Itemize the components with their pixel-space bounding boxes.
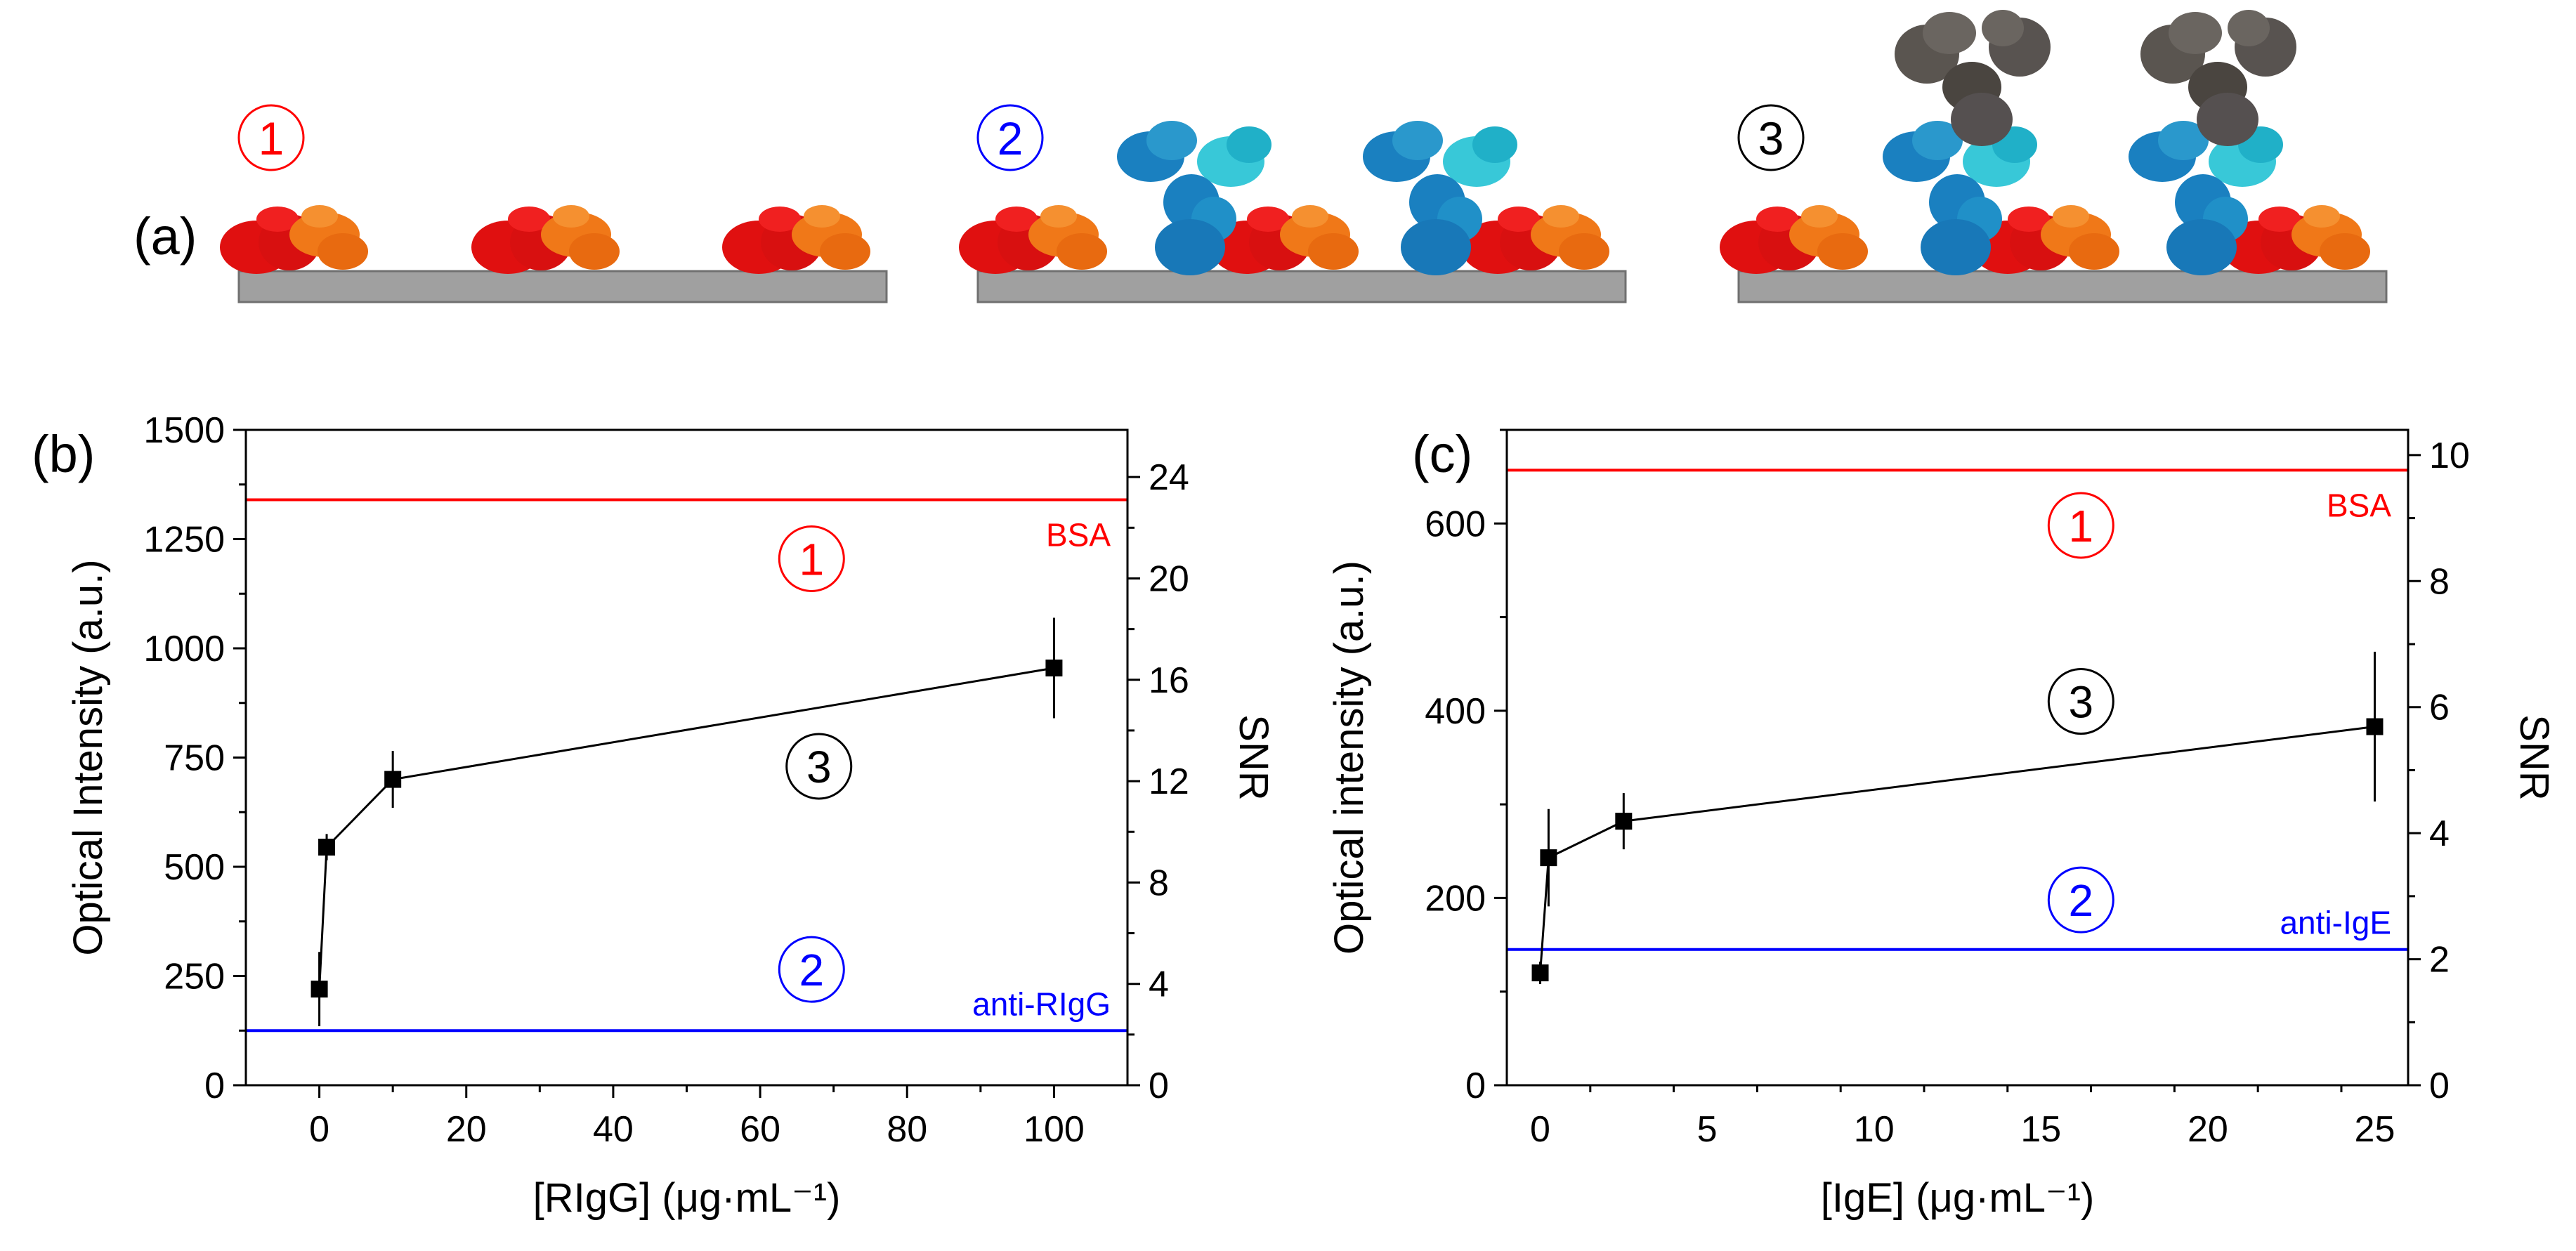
series-line [318,667,1054,990]
step-annotation-number: 1 [2069,501,2094,551]
bsa-protein [1461,205,1609,274]
step-3-circle [1737,104,1805,171]
step-1-number: 1 [259,112,285,164]
bsa-protein [959,205,1107,274]
data-point [2366,718,2384,735]
step-annotation-circle [778,936,845,1003]
y2-tick-label: 8 [1149,863,1169,903]
step-annotation-number: 1 [799,534,824,584]
y2-axis-title: SNR [2511,714,2557,800]
panel-label: (b) [32,425,95,483]
panel-label: (c) [1412,425,1472,483]
series-line [1539,726,2375,974]
reference-line-label: BSA [1046,517,1111,554]
x-tick-label: 25 [2355,1109,2395,1150]
step-annotation-number: 3 [2069,677,2094,728]
data-point [1615,813,1633,830]
x-tick-label: 80 [887,1109,927,1150]
reference-line-label: anti-RIgG [972,985,1111,1022]
substrate-1 [237,270,888,303]
y2-tick-label: 0 [2429,1066,2450,1106]
schematic-step-2: 2 [959,104,1627,303]
target-antibody [2140,10,2296,146]
y-tick-label: 200 [1425,878,1486,919]
x-tick-label: 20 [446,1109,487,1150]
step-annotation-circle [2047,668,2114,735]
step-annotation-circle [2047,492,2114,559]
schematic-step-3: 3 [1720,10,2388,303]
y-tick-label: 0 [204,1066,225,1106]
bsa-protein [220,205,368,274]
y2-tick-label: 8 [2429,561,2450,602]
x-tick-label: 100 [1024,1109,1085,1150]
step-annotation-circle [778,525,845,592]
bsa-protein [1720,205,1868,274]
x-tick-label: 0 [1530,1109,1550,1150]
step-annotation-number: 2 [799,945,824,995]
panel-a-label: (a) [133,207,197,266]
y-tick-label: 1250 [143,520,225,561]
data-point [1531,964,1549,982]
step-2-number: 2 [998,112,1024,164]
y-tick-label: 1500 [143,410,225,451]
substrate-2 [976,270,1627,303]
x-axis-title: [IgE] (μg·mL⁻¹) [1821,1175,2095,1221]
y-axis-title: Optical Intensity (a.u.) [65,559,111,955]
step-annotation-number: 2 [2069,875,2094,926]
data-point [384,771,402,788]
y2-axis-title: SNR [1231,714,1276,800]
y-tick-label: 600 [1425,504,1486,544]
panel-a-schematic: (a) 1 2 [133,10,2388,303]
y2-tick-label: 10 [2429,435,2470,476]
data-point [1045,659,1063,676]
data-point [318,839,336,856]
y2-tick-label: 2 [2429,940,2450,981]
step-annotation-number: 3 [806,742,832,792]
step-2-circle [976,104,1044,171]
step-annotation-circle [785,733,853,800]
x-tick-label: 0 [309,1109,329,1150]
y-tick-label: 400 [1425,691,1486,732]
y-axis-title: Optical intensity (a.u.) [1326,561,1372,955]
data-point [310,981,328,998]
y2-tick-label: 16 [1149,660,1189,701]
plot-frame [1505,428,2410,1087]
chart-c: (c) BSA anti-IgE 0 5 10 15 20 25 0 200 400 600 0 2 4 6 8 1… [1326,425,2557,1221]
bsa-protein [722,205,870,274]
x-axis-title: [RIgG] (μg·mL⁻¹) [533,1175,841,1221]
y2-tick-label: 12 [1149,761,1189,802]
substrate-3 [1737,270,2388,303]
y-tick-label: 1000 [143,629,225,669]
step-annotation-circle [2047,866,2114,934]
reference-line-label: BSA [2327,487,2391,523]
y-tick-label: 750 [164,738,225,779]
bsa-protein [471,205,620,274]
y2-tick-label: 0 [1149,1066,1169,1106]
y2-tick-label: 4 [1149,964,1169,1005]
y-tick-label: 500 [164,847,225,888]
reference-line-label: anti-IgE [2280,905,2391,941]
step-3-number: 3 [1758,112,1784,164]
x-tick-label: 15 [2020,1109,2061,1150]
y2-tick-label: 24 [1149,457,1189,498]
y2-tick-label: 20 [1149,558,1189,599]
y2-tick-label: 6 [2429,688,2450,728]
y2-tick-label: 4 [2429,813,2450,854]
x-tick-label: 5 [1697,1109,1718,1150]
x-tick-label: 40 [593,1109,634,1150]
data-point [1540,849,1557,867]
y-tick-label: 250 [164,957,225,997]
target-antibody [1895,10,2051,146]
schematic-step-1: 1 [220,104,888,303]
x-tick-label: 60 [740,1109,780,1150]
step-1-circle [237,104,305,171]
x-tick-label: 20 [2188,1109,2228,1150]
y-tick-label: 0 [1465,1066,1486,1106]
x-tick-label: 10 [1854,1109,1895,1150]
